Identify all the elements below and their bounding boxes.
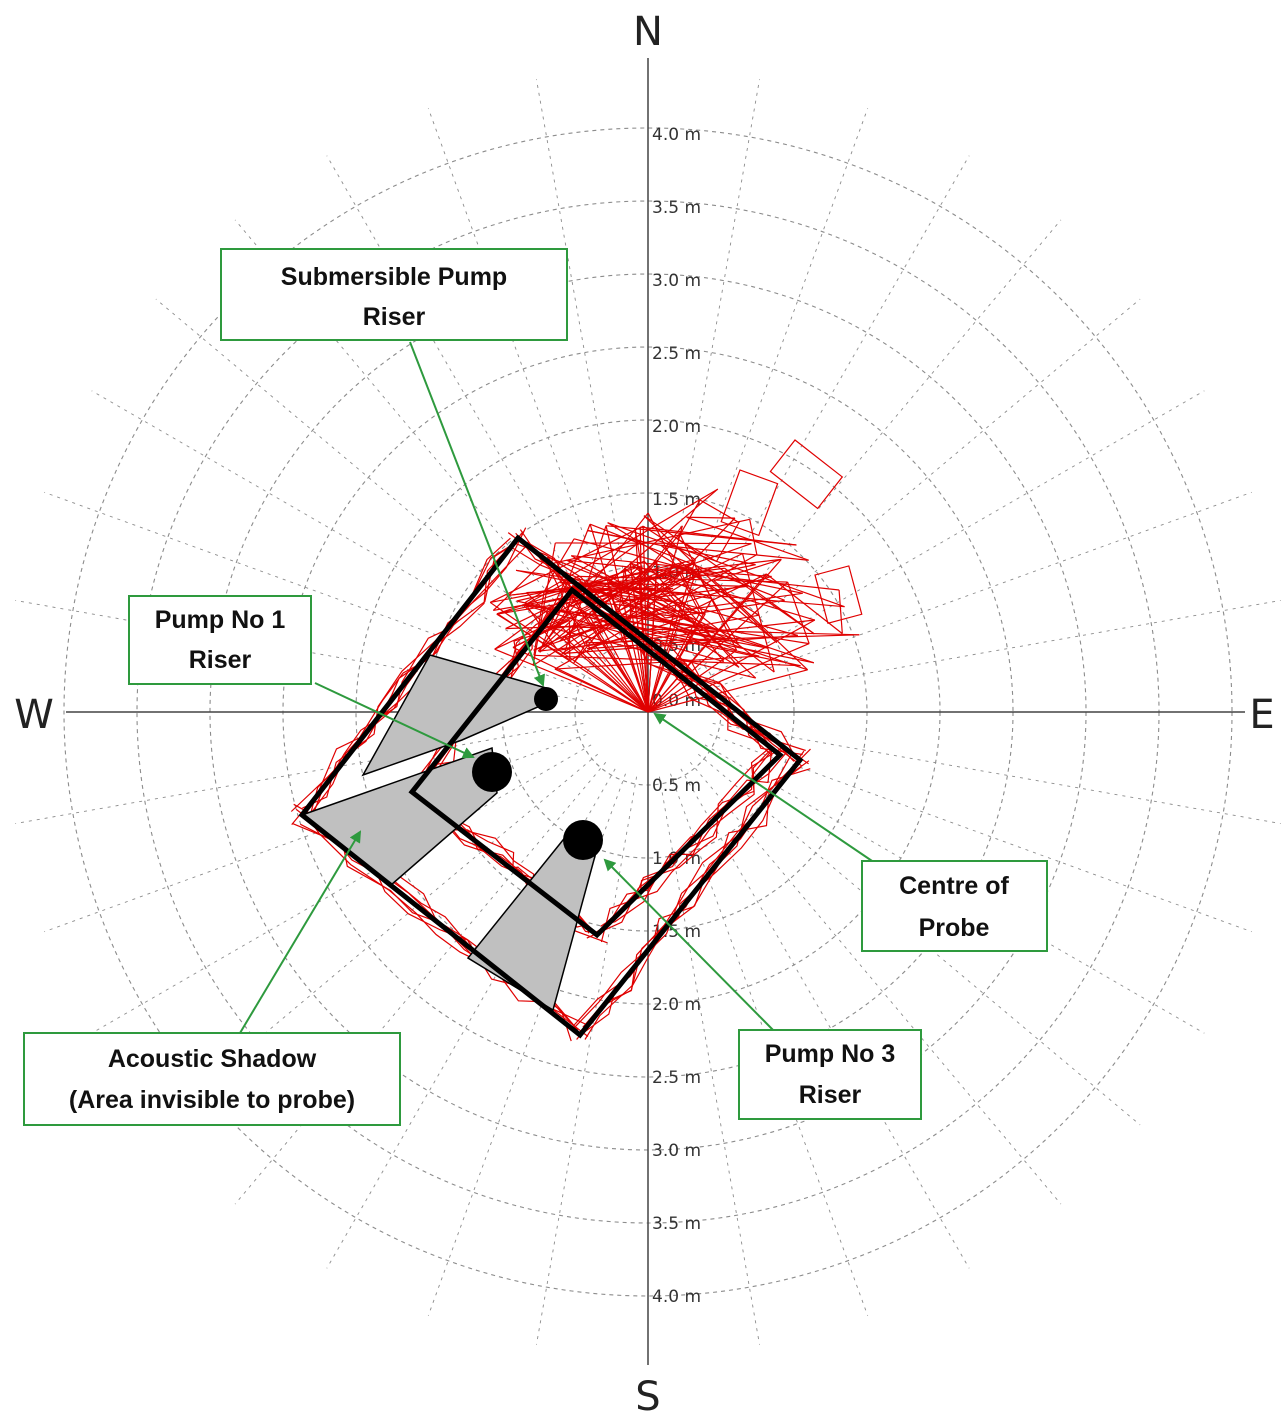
outer-tank-outline (298, 534, 804, 1039)
grid-spoke (91, 744, 592, 1034)
acoustic-shadow-pump1 (300, 746, 498, 886)
arrow-centre-of-probe (653, 712, 879, 866)
ring-label: 2.5 m (652, 344, 701, 364)
ring-label: 3.5 m (652, 198, 701, 218)
ring-label: 4.0 m (652, 125, 701, 145)
grid-spoke (712, 722, 1281, 824)
east-label: E (1249, 692, 1274, 738)
acoustic-shadow-submersible (361, 654, 548, 777)
callout-centre-line2: Probe (919, 914, 990, 942)
ring-label: 2.0 m (652, 417, 701, 437)
callout-pump-no1-riser: Pump No 1 Riser (128, 595, 312, 685)
callout-pump3-line2: Riser (799, 1081, 862, 1109)
grid-spoke (658, 776, 760, 1345)
callout-arrows (239, 341, 879, 1034)
callout-pump-no3-riser: Pump No 3 Riser (738, 1029, 922, 1120)
grid-spoke (698, 298, 1141, 671)
callout-acoustic-shadow: Acoustic Shadow (Area invisible to probe… (23, 1032, 401, 1126)
callout-submersible-pump-riser: Submersible Pump Riser (220, 248, 568, 341)
south-label: S (635, 1374, 660, 1416)
west-label: W (14, 692, 54, 738)
grid-spoke (15, 722, 584, 824)
submersible-pump-riser-marker (534, 687, 558, 711)
grid-spoke (658, 79, 760, 648)
callout-pump1-line1: Pump No 1 (155, 606, 286, 634)
callout-submersible-line2: Riser (363, 303, 426, 331)
ring-label: 2.5 m (652, 1068, 701, 1088)
ring-label: 0.5 m (652, 776, 701, 796)
grid-spoke (427, 108, 626, 651)
arrow-submersible-pump-riser (409, 341, 545, 687)
callout-centre-line1: Centre of (899, 872, 1009, 900)
callout-centre-of-probe: Centre of Probe (861, 860, 1048, 952)
ring-label: 1.5 m (652, 490, 701, 510)
callout-shadow-line1: Acoustic Shadow (108, 1045, 317, 1073)
grid-spoke (709, 491, 1252, 690)
ring-label: 3.5 m (652, 1214, 701, 1234)
inner-structure-outline (408, 586, 784, 939)
grid-spoke (680, 768, 970, 1269)
ring-label: 3.0 m (652, 1141, 701, 1161)
callout-pump1-line2: Riser (189, 646, 252, 674)
ring-label: 4.0 m (652, 1287, 701, 1307)
arrow-acoustic-shadow (239, 830, 362, 1034)
grid-spoke (689, 762, 1062, 1205)
grid-spoke (536, 776, 638, 1345)
callout-pump3-line1: Pump No 3 (765, 1040, 896, 1068)
ring-label: 3.0 m (652, 271, 701, 291)
grid-spoke (704, 390, 1205, 680)
grid-spoke (712, 600, 1281, 702)
grid-spoke (234, 762, 607, 1205)
north-label: N (633, 9, 663, 55)
callout-shadow-line2: (Area invisible to probe) (69, 1086, 355, 1114)
grid-spoke (536, 79, 638, 648)
grid-spoke (689, 219, 1062, 662)
grid-spoke (91, 390, 592, 680)
grid-spoke (44, 491, 587, 690)
callout-submersible-line1: Submersible Pump (281, 263, 507, 291)
ring-label: 2.0 m (652, 995, 701, 1015)
pump-no3-riser-marker (563, 820, 603, 860)
pump-no1-riser-marker (472, 752, 512, 792)
arrow-pump-no3-riser (603, 858, 776, 1033)
grid-spoke (326, 155, 616, 656)
arrow-pump-no1-riser (314, 682, 475, 759)
